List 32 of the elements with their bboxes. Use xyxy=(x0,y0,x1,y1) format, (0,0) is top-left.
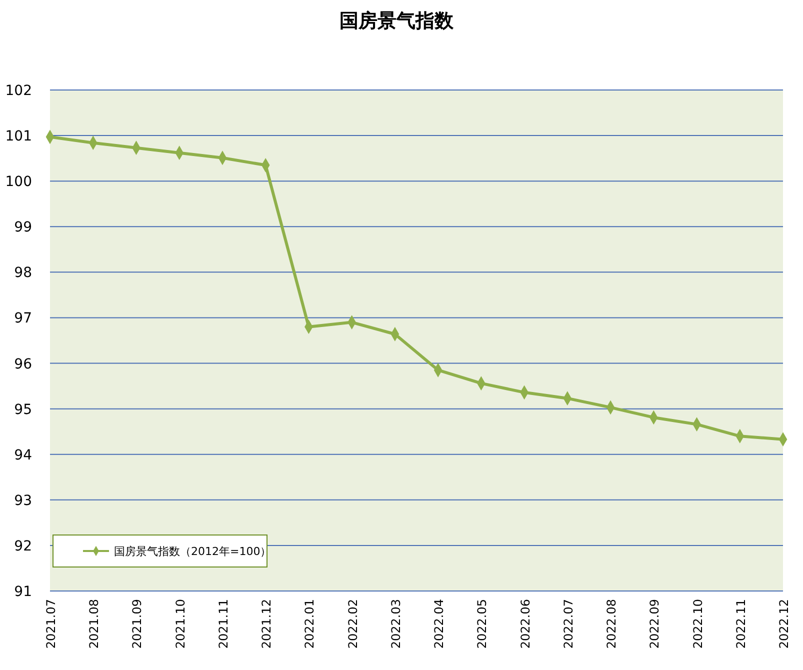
x-tick-label: 2021.09 xyxy=(130,599,144,649)
x-tick-label: 2022.08 xyxy=(604,599,619,649)
x-tick-label: 2022.06 xyxy=(518,599,532,649)
y-tick-label: 91 xyxy=(14,584,32,600)
x-tick-label: 2022.04 xyxy=(432,599,446,649)
y-tick-label: 97 xyxy=(14,310,32,327)
y-tick-label: 94 xyxy=(14,447,32,464)
y-tick-label: 99 xyxy=(14,220,32,236)
x-tick-label: 2022.01 xyxy=(302,599,317,649)
legend-label: 国房景气指数（2012年=100） xyxy=(114,545,272,558)
chart-title: 国房景气指数 xyxy=(340,10,454,32)
y-tick-label: 98 xyxy=(14,265,32,282)
x-tick-label: 2021.11 xyxy=(216,599,230,649)
x-tick-label: 2022.03 xyxy=(388,599,403,649)
y-tick-label: 101 xyxy=(5,128,32,145)
y-tick-label: 93 xyxy=(14,492,32,509)
x-tick-label: 2022.05 xyxy=(475,599,490,649)
x-tick-label: 2022.07 xyxy=(561,599,576,649)
x-tick-label: 2021.12 xyxy=(260,599,274,649)
y-tick-label: 95 xyxy=(14,402,32,418)
y-tick-label: 102 xyxy=(5,83,32,99)
x-tick-label: 2022.12 xyxy=(777,599,791,649)
x-tick-label: 2022.11 xyxy=(734,599,748,649)
x-tick-label: 2021.10 xyxy=(173,599,188,649)
x-tick-label: 2021.07 xyxy=(44,599,58,649)
x-tick-label: 2022.10 xyxy=(690,599,705,649)
x-tick-label: 2022.02 xyxy=(346,599,360,649)
y-tick-label: 96 xyxy=(14,356,32,372)
y-tick-label: 100 xyxy=(5,174,32,190)
x-tick-label: 2021.08 xyxy=(87,599,102,649)
y-tick-label: 92 xyxy=(14,538,32,554)
x-tick-label: 2022.09 xyxy=(648,599,662,649)
